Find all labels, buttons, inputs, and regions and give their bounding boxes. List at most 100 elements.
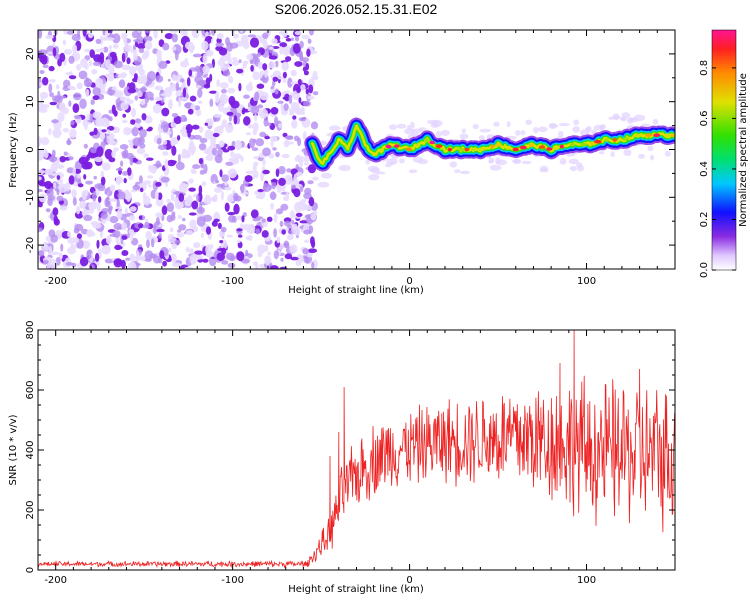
noise-blob (50, 234, 58, 243)
noise-blob (38, 30, 43, 39)
noise-blob (255, 228, 260, 235)
noise-blob (45, 235, 52, 242)
noise-blob (68, 175, 75, 185)
noise-blob (164, 87, 173, 98)
noise-blob (126, 193, 131, 202)
noise-blob (144, 250, 154, 261)
noise-blob (88, 32, 94, 39)
noise-blob (263, 118, 269, 127)
noise-blob (255, 263, 259, 269)
noise-blob (139, 128, 147, 138)
noise-blob (176, 232, 185, 238)
noise-blob (169, 30, 179, 33)
band-haze (623, 149, 632, 157)
noise-blob (57, 183, 68, 194)
colorbar-tick-label: 0.8 (699, 60, 710, 76)
noise-blob (262, 169, 270, 175)
noise-blob (54, 95, 63, 104)
noise-blob (263, 182, 267, 193)
band-haze (388, 124, 398, 130)
noise-blob (157, 192, 163, 200)
noise-blob (171, 145, 177, 156)
noise-blob (118, 79, 126, 88)
noise-blob (307, 164, 316, 174)
band-haze (621, 112, 631, 119)
noise-blob (303, 192, 312, 200)
band-haze (426, 119, 439, 125)
noise-blob (109, 184, 116, 192)
noise-blob (108, 207, 112, 215)
noise-blob (38, 227, 43, 233)
noise-blob (123, 177, 127, 184)
band-haze (619, 117, 625, 121)
noise-blob (113, 60, 123, 69)
noise-blob (170, 214, 176, 221)
noise-blob (138, 223, 144, 229)
noise-blob (188, 212, 197, 216)
noise-blob (290, 69, 297, 77)
noise-blob (67, 85, 75, 89)
noise-blob (128, 229, 135, 235)
noise-blob (68, 156, 74, 161)
noise-blob (227, 56, 232, 66)
noise-blob (65, 182, 71, 192)
noise-blob (270, 107, 279, 115)
noise-blob (211, 147, 218, 156)
noise-blob (313, 210, 318, 215)
noise-blob (289, 244, 298, 254)
noise-blob (100, 212, 108, 220)
noise-blob (94, 183, 104, 189)
noise-blob (49, 101, 58, 106)
noise-blob (287, 77, 293, 88)
noise-blob (117, 246, 123, 250)
noise-blob (138, 48, 145, 54)
noise-blob (253, 161, 259, 167)
noise-blob (96, 239, 100, 249)
noise-blob (202, 214, 213, 222)
noise-blob (279, 46, 284, 55)
noise-blob (100, 220, 107, 224)
noise-blob (180, 114, 187, 123)
noise-blob (153, 224, 157, 235)
noise-blob (174, 50, 179, 61)
noise-blob (67, 231, 71, 238)
noise-blob (107, 125, 115, 131)
noise-blob (132, 184, 141, 191)
band-haze (573, 119, 579, 126)
noise-blob (288, 94, 293, 104)
noise-blob (243, 94, 250, 99)
noise-blob (251, 147, 259, 152)
noise-blob (203, 148, 212, 155)
noise-blob (179, 128, 187, 135)
noise-blob (184, 41, 194, 50)
noise-blob (286, 168, 292, 173)
band-haze (417, 159, 429, 165)
noise-blob (172, 74, 177, 82)
band-haze (506, 121, 511, 128)
band-haze (396, 123, 407, 129)
noise-blob (171, 262, 182, 268)
noise-blob (88, 201, 97, 210)
signal-hotspot (477, 147, 486, 152)
noise-blob (299, 159, 303, 168)
noise-blob (109, 216, 119, 224)
noise-blob (273, 250, 279, 260)
noise-blob (90, 99, 95, 105)
band-haze (572, 126, 580, 133)
noise-blob (108, 30, 113, 34)
noise-blob (258, 108, 269, 119)
noise-blob (104, 197, 111, 208)
noise-blob (118, 73, 122, 78)
noise-blob (151, 238, 155, 248)
noise-blob (312, 91, 319, 96)
noise-blob (170, 253, 177, 263)
noise-blob (201, 181, 207, 186)
noise-blob (284, 174, 293, 185)
noise-blob (284, 220, 291, 227)
noise-blob (303, 204, 313, 211)
noise-blob (101, 129, 107, 133)
signal-hotspot (546, 147, 553, 151)
noise-blob (275, 90, 279, 95)
band-haze (338, 164, 351, 172)
noise-blob (44, 168, 54, 176)
